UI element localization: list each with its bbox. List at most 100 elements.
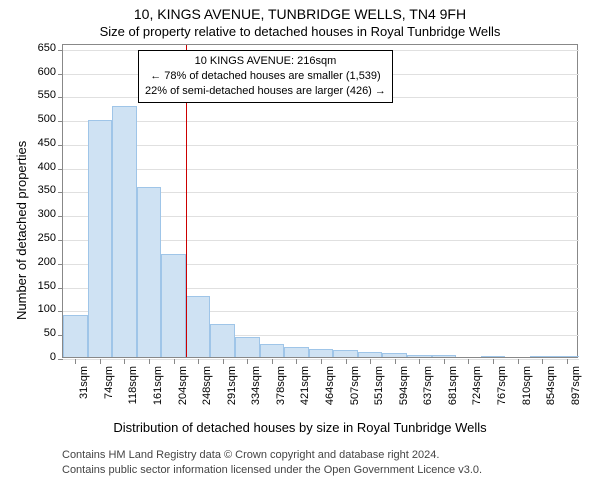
x-tick-label: 161sqm — [152, 366, 164, 416]
annotation-line2: ← 78% of detached houses are smaller (1,… — [145, 69, 386, 84]
y-tick — [58, 359, 63, 360]
x-tick — [321, 359, 322, 364]
chart-title-description: Size of property relative to detached ho… — [0, 22, 600, 39]
x-tick-label: 421sqm — [299, 366, 311, 416]
y-tick-label: 200 — [28, 256, 56, 268]
histogram-bar — [407, 355, 432, 357]
histogram-bar — [210, 324, 235, 357]
y-tick — [58, 121, 63, 122]
grid-line — [63, 121, 579, 122]
histogram-bar — [63, 315, 88, 357]
x-tick — [468, 359, 469, 364]
y-tick-label: 400 — [28, 161, 56, 173]
x-tick — [174, 359, 175, 364]
histogram-bar — [260, 344, 285, 357]
y-tick — [58, 74, 63, 75]
x-tick-label: 681sqm — [447, 366, 459, 416]
x-tick — [149, 359, 150, 364]
y-tick-label: 550 — [28, 89, 56, 101]
chart-footer: Contains HM Land Registry data © Crown c… — [62, 448, 482, 478]
x-tick-label: 464sqm — [324, 366, 336, 416]
chart-title-address: 10, KINGS AVENUE, TUNBRIDGE WELLS, TN4 9… — [0, 0, 600, 22]
x-tick — [100, 359, 101, 364]
x-tick-label: 291sqm — [226, 366, 238, 416]
x-tick-label: 854sqm — [545, 366, 557, 416]
histogram-bar — [432, 355, 457, 357]
y-tick-label: 450 — [28, 137, 56, 149]
y-tick-label: 100 — [28, 303, 56, 315]
x-tick — [272, 359, 273, 364]
histogram-bar — [161, 254, 186, 357]
histogram-bar — [112, 106, 137, 357]
y-tick-label: 650 — [28, 42, 56, 54]
x-tick-label: 767sqm — [496, 366, 508, 416]
y-tick-label: 0 — [28, 351, 56, 363]
x-tick-label: 724sqm — [471, 366, 483, 416]
histogram-bar — [554, 356, 579, 357]
y-tick — [58, 145, 63, 146]
x-tick-label: 74sqm — [103, 366, 115, 416]
x-tick — [419, 359, 420, 364]
y-tick-label: 50 — [28, 327, 56, 339]
y-tick — [58, 311, 63, 312]
x-tick-label: 897sqm — [570, 366, 582, 416]
histogram-bar — [88, 120, 113, 357]
x-tick — [493, 359, 494, 364]
histogram-bar — [530, 356, 555, 357]
histogram-bar — [186, 296, 211, 357]
x-axis-label: Distribution of detached houses by size … — [0, 420, 600, 435]
x-tick-label: 204sqm — [177, 366, 189, 416]
footer-line2: Contains public sector information licen… — [62, 463, 482, 478]
x-tick — [542, 359, 543, 364]
x-tick-label: 551sqm — [373, 366, 385, 416]
footer-line1: Contains HM Land Registry data © Crown c… — [62, 448, 482, 463]
annotation-box: 10 KINGS AVENUE: 216sqm ← 78% of detache… — [138, 50, 393, 103]
x-tick — [567, 359, 568, 364]
y-tick — [58, 288, 63, 289]
x-tick — [247, 359, 248, 364]
x-tick-label: 378sqm — [275, 366, 287, 416]
grid-line — [63, 169, 579, 170]
y-tick — [58, 216, 63, 217]
y-tick — [58, 97, 63, 98]
x-tick — [75, 359, 76, 364]
histogram-bar — [333, 350, 358, 357]
y-tick-label: 250 — [28, 232, 56, 244]
grid-line — [63, 145, 579, 146]
x-tick-label: 248sqm — [201, 366, 213, 416]
x-tick-label: 334sqm — [250, 366, 262, 416]
y-tick — [58, 192, 63, 193]
x-tick-label: 507sqm — [349, 366, 361, 416]
y-tick — [58, 264, 63, 265]
histogram-bar — [382, 353, 407, 357]
x-tick — [395, 359, 396, 364]
x-tick — [346, 359, 347, 364]
histogram-bar — [235, 337, 260, 357]
y-tick-label: 300 — [28, 208, 56, 220]
x-tick-label: 31sqm — [78, 366, 90, 416]
y-axis-label: Number of detached properties — [14, 141, 29, 320]
histogram-bar — [481, 356, 506, 357]
annotation-line3: 22% of semi-detached houses are larger (… — [145, 84, 386, 99]
histogram-bar — [137, 187, 162, 357]
x-tick-label: 810sqm — [521, 366, 533, 416]
x-tick — [370, 359, 371, 364]
histogram-bar — [309, 349, 334, 357]
y-tick — [58, 50, 63, 51]
x-tick-label: 594sqm — [398, 366, 410, 416]
y-tick-label: 600 — [28, 66, 56, 78]
annotation-line1: 10 KINGS AVENUE: 216sqm — [145, 54, 386, 69]
x-tick — [518, 359, 519, 364]
y-tick — [58, 169, 63, 170]
x-tick-label: 637sqm — [422, 366, 434, 416]
y-tick-label: 500 — [28, 113, 56, 125]
x-tick — [444, 359, 445, 364]
y-tick-label: 350 — [28, 184, 56, 196]
x-tick — [198, 359, 199, 364]
y-tick — [58, 240, 63, 241]
x-tick — [223, 359, 224, 364]
x-tick — [124, 359, 125, 364]
x-tick — [296, 359, 297, 364]
x-tick-label: 118sqm — [127, 366, 139, 416]
histogram-bar — [284, 347, 309, 357]
